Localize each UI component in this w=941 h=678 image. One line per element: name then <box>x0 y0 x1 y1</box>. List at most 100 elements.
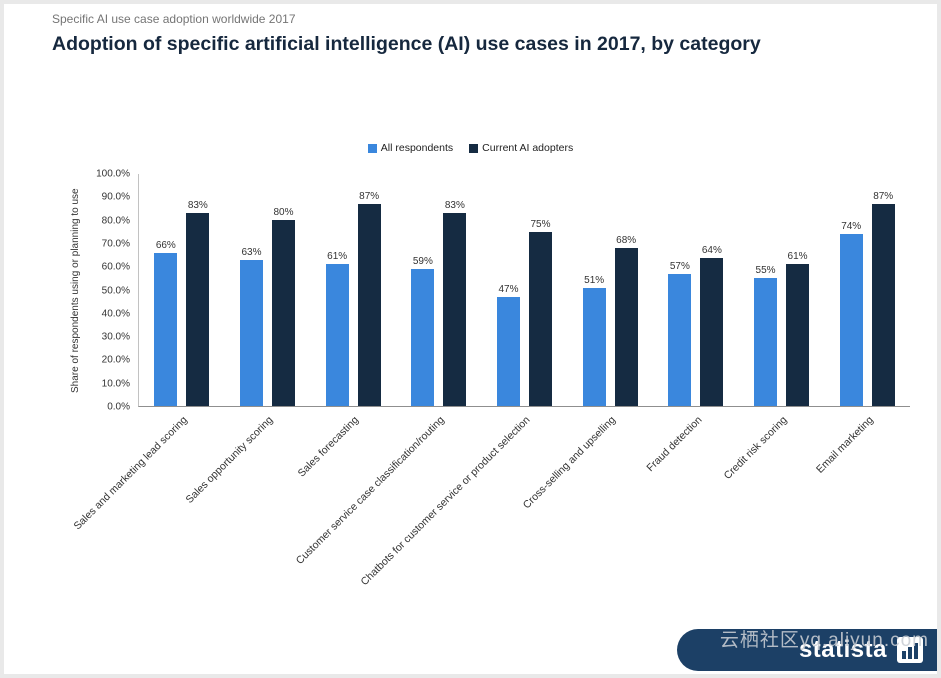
bar-column: 61% <box>325 174 349 406</box>
x-axis-label: Sales and marketing lead scoring <box>71 414 190 533</box>
bar-value-label: 80% <box>273 207 294 219</box>
y-tick-label: 20.0% <box>101 354 130 366</box>
bar <box>240 259 263 406</box>
bar-column: 68% <box>614 174 638 406</box>
bar-group: 59% 83% <box>396 174 482 406</box>
legend-label: Current AI adopters <box>482 142 574 154</box>
statista-logo-text: statista <box>798 636 887 663</box>
statista-banner: statista <box>677 629 937 671</box>
bar <box>871 204 895 406</box>
bar-group: 74% 87% <box>824 174 910 406</box>
bar <box>443 213 467 406</box>
x-axis-label: Email marketing <box>813 414 876 476</box>
bar <box>325 264 349 406</box>
bar-group: 51% 68% <box>567 174 653 406</box>
bar-column: 74% <box>839 174 863 406</box>
y-tick-label: 40.0% <box>101 308 130 320</box>
bar <box>754 278 778 406</box>
bar <box>839 234 863 406</box>
legend-label: All respondents <box>380 142 454 154</box>
bar <box>411 269 435 406</box>
bar-group: 63% 80% <box>225 174 311 406</box>
bar-group: 66% 83% <box>139 174 225 406</box>
bar <box>272 220 295 406</box>
bar-value-label: 87% <box>359 191 380 203</box>
bar-column: 47% <box>497 174 521 406</box>
legend-swatch <box>367 143 377 153</box>
bar-value-label: 75% <box>530 219 551 230</box>
x-axis-label: Credit risk scoring <box>721 414 790 482</box>
y-tick-label: 10.0% <box>101 378 130 390</box>
bar-column: 75% <box>529 174 553 406</box>
bar-column: 63% <box>240 174 263 406</box>
bar-value-label: 61% <box>327 251 348 263</box>
x-axis-label: Customer service case classification/rou… <box>293 414 447 567</box>
plot-area: 66% 83% 63% 80% 61% 87% 59% 83% 47% 75% 51% 68% 57% 6… <box>138 174 910 407</box>
bar-group: 47% 75% <box>482 174 568 406</box>
bar-value-label: 87% <box>873 191 894 203</box>
bar <box>614 248 638 406</box>
legend-item: All respondents <box>367 142 454 154</box>
x-axis-label: Sales forecasting <box>295 414 361 480</box>
y-tick-label: 90.0% <box>101 191 130 203</box>
bar-group: 57% 64% <box>653 174 739 406</box>
bar-column: 87% <box>871 174 895 406</box>
legend-swatch <box>469 143 479 153</box>
y-tick-label: 80.0% <box>101 215 130 227</box>
bar-column: 80% <box>272 174 295 406</box>
bar-chart: Share of respondents using or planning t… <box>54 169 914 594</box>
bar-value-label: 63% <box>241 246 262 258</box>
bar-column: 61% <box>786 174 810 406</box>
x-axis-label: Sales opportunity scoring <box>183 414 276 506</box>
bar <box>529 232 553 406</box>
bar <box>786 264 810 406</box>
bar-value-label: 83% <box>187 200 208 212</box>
x-axis-label: Cross-selling and upselling <box>521 414 619 512</box>
y-axis-title: Share of respondents using or planning t… <box>70 188 81 393</box>
page: Specific AI use case adoption worldwide … <box>4 4 937 674</box>
bar-column: 83% <box>186 174 210 406</box>
bar-column: 66% <box>154 174 178 406</box>
bar-group: 55% 61% <box>739 174 825 406</box>
bar <box>582 287 606 406</box>
bar-column: 83% <box>443 174 467 406</box>
y-tick-label: 60.0% <box>101 261 130 273</box>
bar <box>497 296 521 406</box>
x-labels: Sales and marketing lead scoring Sales op… <box>71 408 910 593</box>
bar-column: 51% <box>582 174 606 406</box>
bar <box>154 252 178 406</box>
bar-value-label: 83% <box>444 200 465 212</box>
bar-column: 64% <box>700 174 724 406</box>
bar-value-label: 66% <box>155 239 176 251</box>
y-tick-label: 70.0% <box>101 238 130 250</box>
bar-value-label: 68% <box>616 235 637 247</box>
report-kicker: Specific AI use case adoption worldwide … <box>52 12 296 26</box>
chart-title: Adoption of specific artificial intellig… <box>52 33 761 55</box>
bar-column: 87% <box>357 174 381 406</box>
bar-value-label: 51% <box>584 274 605 286</box>
x-axis-label: Fraud detection <box>643 414 705 475</box>
y-tick-label: 0.0% <box>107 401 130 413</box>
bar <box>700 257 724 406</box>
bar <box>186 213 210 406</box>
bar-column: 59% <box>411 174 435 406</box>
bar-value-label: 59% <box>412 256 433 268</box>
bar <box>668 273 692 406</box>
bar-value-label: 57% <box>669 260 690 272</box>
bar-value-label: 55% <box>755 265 776 277</box>
x-axis-label: Chatbots for customer service or product… <box>358 414 533 588</box>
legend-item: Current AI adopters <box>469 142 573 154</box>
bar-value-label: 64% <box>701 244 722 256</box>
bar-value-label: 74% <box>841 221 862 233</box>
y-ticks: 100.0% 90.0% 80.0% 70.0% 60.0% 50.0% 40.0% 30.0… <box>84 169 130 413</box>
legend: All respondents Current AI adopters <box>4 142 937 154</box>
bar-value-label: 61% <box>787 251 808 263</box>
bar-column: 57% <box>668 174 692 406</box>
bar-group: 61% 87% <box>310 174 396 406</box>
y-tick-label: 100.0% <box>96 168 130 180</box>
y-tick-label: 50.0% <box>101 285 130 296</box>
y-tick-label: 30.0% <box>101 331 130 343</box>
bar-column: 55% <box>754 174 778 406</box>
bar-value-label: 47% <box>498 283 519 295</box>
bar <box>357 204 381 406</box>
